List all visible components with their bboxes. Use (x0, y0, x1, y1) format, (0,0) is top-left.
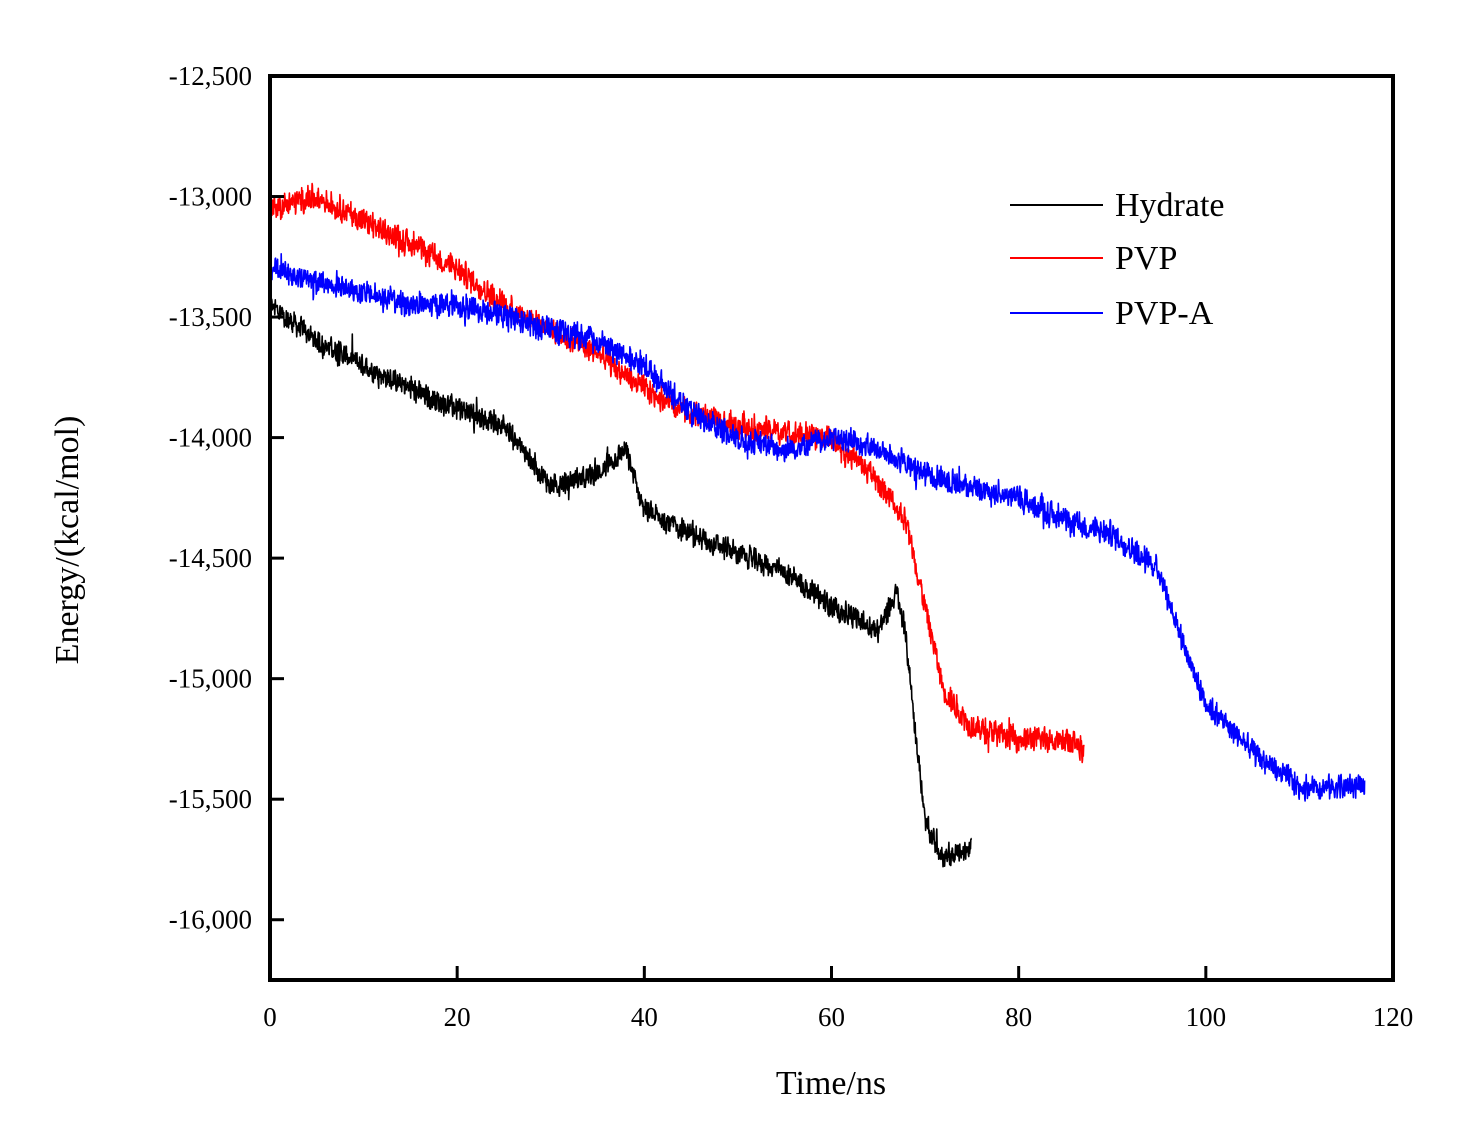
y-tick-label: -12,500 (169, 61, 252, 91)
y-tick-label: -15,500 (169, 784, 252, 814)
x-tick-label: 120 (1373, 1002, 1414, 1032)
legend: Hydrate PVP PVP-A (1010, 187, 1225, 332)
series-layer (270, 182, 1366, 868)
series-line-hydrate (270, 298, 973, 868)
y-tick-label: -13,500 (169, 302, 252, 332)
legend-label-pvp-a: PVP-A (1115, 295, 1214, 332)
y-axis-title: Energy/(kcal/mol) (49, 416, 86, 665)
y-tick-label: -13,000 (169, 182, 252, 212)
x-tick-label: 0 (263, 1002, 277, 1032)
x-tick-label: 100 (1186, 1002, 1227, 1032)
y-tick-label: -16,000 (169, 905, 252, 935)
legend-label-pvp: PVP (1115, 240, 1177, 277)
x-tick-label: 40 (631, 1002, 658, 1032)
y-tick-label: -14,500 (169, 543, 252, 573)
series-line-pvp (270, 182, 1085, 764)
x-tick-label: 80 (1005, 1002, 1032, 1032)
x-tick-label: 20 (444, 1002, 471, 1032)
y-tick-label: -14,000 (169, 423, 252, 453)
y-tick-label: -15,000 (169, 664, 252, 694)
legend-label-hydrate: Hydrate (1115, 187, 1225, 224)
x-axis-title: Time/ns (776, 1065, 886, 1102)
y-axis: -12,500 -13,000 -13,500 -14,000 -14,500 -15,0… (169, 61, 284, 935)
x-axis: 0 20 40 60 80 100 120 (263, 966, 1413, 1032)
series-line-pvp-a (270, 253, 1366, 802)
x-tick-label: 60 (818, 1002, 845, 1032)
plot-frame (268, 74, 1395, 982)
